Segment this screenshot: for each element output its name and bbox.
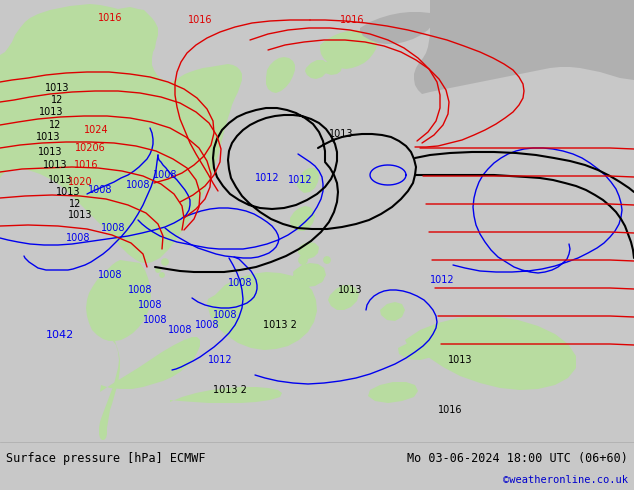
Polygon shape (380, 302, 405, 321)
Text: 1008: 1008 (87, 185, 112, 195)
Text: 1008: 1008 (127, 285, 152, 295)
Text: 1013: 1013 (42, 160, 67, 170)
Text: 1013: 1013 (38, 147, 62, 157)
Polygon shape (281, 294, 289, 302)
Text: 1013: 1013 (48, 175, 72, 185)
Polygon shape (414, 0, 634, 94)
Polygon shape (290, 206, 315, 231)
Polygon shape (368, 382, 418, 403)
Polygon shape (298, 286, 306, 294)
Polygon shape (305, 60, 328, 79)
Text: 1008: 1008 (168, 325, 192, 335)
Polygon shape (0, 0, 242, 263)
Polygon shape (320, 30, 377, 69)
Text: 1016: 1016 (437, 405, 462, 415)
Text: 1013: 1013 (448, 355, 472, 365)
Polygon shape (398, 340, 440, 360)
Polygon shape (297, 168, 319, 193)
Text: 1008: 1008 (195, 320, 219, 330)
Text: 1013: 1013 (39, 107, 63, 117)
Polygon shape (298, 255, 308, 265)
Text: Mo 03-06-2024 18:00 UTC (06+60): Mo 03-06-2024 18:00 UTC (06+60) (407, 452, 628, 466)
Polygon shape (159, 272, 165, 278)
Text: 1042: 1042 (46, 330, 74, 340)
Polygon shape (155, 267, 161, 273)
Text: 1008: 1008 (138, 300, 162, 310)
Text: 1013 2: 1013 2 (263, 320, 297, 330)
Text: 1016: 1016 (98, 13, 122, 23)
Text: 1008: 1008 (66, 233, 90, 243)
Text: 1008: 1008 (126, 180, 150, 190)
Text: 12: 12 (69, 199, 81, 209)
Polygon shape (323, 256, 331, 264)
Text: 1013 2: 1013 2 (213, 385, 247, 395)
Polygon shape (161, 258, 169, 266)
Polygon shape (405, 316, 576, 390)
Polygon shape (100, 337, 200, 392)
Text: 1013: 1013 (329, 129, 353, 139)
Polygon shape (328, 285, 359, 310)
Text: 1013: 1013 (45, 83, 69, 93)
Polygon shape (86, 260, 151, 341)
Text: 1012: 1012 (208, 355, 232, 365)
Text: 1008: 1008 (143, 315, 167, 325)
Text: 1008: 1008 (153, 170, 178, 180)
Text: 1024: 1024 (84, 125, 108, 135)
Text: 1016: 1016 (188, 15, 212, 25)
Polygon shape (266, 57, 295, 93)
Text: 1008: 1008 (228, 278, 252, 288)
Polygon shape (207, 272, 317, 350)
Text: 1013: 1013 (56, 187, 81, 197)
Text: 1013: 1013 (36, 132, 60, 142)
Polygon shape (293, 263, 326, 287)
Text: 10206: 10206 (75, 143, 105, 153)
Text: 1008: 1008 (213, 310, 237, 320)
Text: 1008: 1008 (98, 270, 122, 280)
Text: 1012: 1012 (430, 275, 455, 285)
Text: 12: 12 (49, 120, 61, 130)
Text: 12: 12 (51, 95, 63, 105)
Text: 1012: 1012 (288, 175, 313, 185)
Polygon shape (320, 61, 342, 75)
Text: ©weatheronline.co.uk: ©weatheronline.co.uk (503, 475, 628, 486)
Text: 1016: 1016 (340, 15, 365, 25)
Text: 1013: 1013 (68, 210, 93, 220)
Text: 1016: 1016 (74, 160, 98, 170)
Polygon shape (170, 387, 282, 403)
Text: 1012: 1012 (255, 173, 280, 183)
Polygon shape (314, 273, 324, 283)
Text: Surface pressure [hPa] ECMWF: Surface pressure [hPa] ECMWF (6, 452, 205, 466)
Polygon shape (99, 337, 120, 440)
Text: 1013: 1013 (338, 285, 362, 295)
Text: 1008: 1008 (101, 223, 126, 233)
Polygon shape (298, 242, 319, 259)
Text: 1020: 1020 (68, 177, 93, 187)
Polygon shape (292, 274, 300, 282)
Polygon shape (360, 12, 435, 44)
